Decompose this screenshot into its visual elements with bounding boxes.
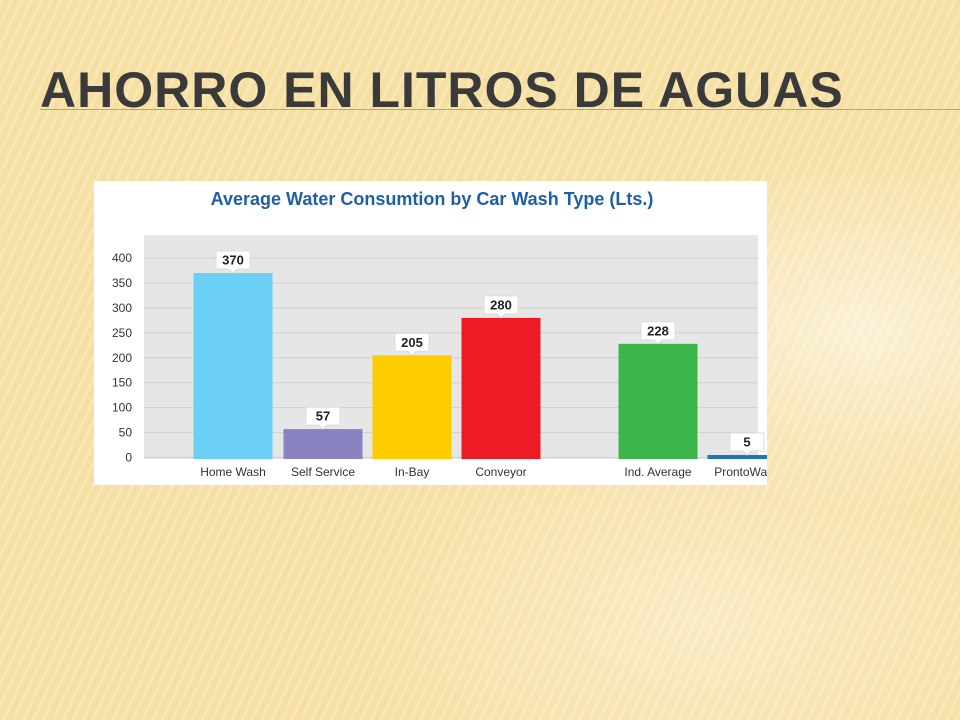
y-tick-label: 100: [112, 401, 132, 415]
x-tick-label: In-Bay: [395, 465, 430, 479]
bars: [193, 273, 767, 459]
y-tick-label: 300: [112, 301, 132, 315]
data-label: 205: [394, 332, 430, 357]
bar: [618, 343, 698, 459]
x-tick-label: Ind. Average: [624, 465, 691, 479]
x-tick-label: Self Service: [291, 465, 355, 479]
y-axis-ticks: 0 50 100 150 200 250 300 350 400: [112, 251, 132, 464]
chart-panel: Average Water Consumtion by Car Wash Typ…: [94, 181, 767, 485]
data-label: 57: [305, 406, 341, 430]
data-label: 228: [640, 321, 676, 345]
data-label: 370: [215, 250, 251, 274]
x-axis-ticks: Home Wash Self Service In-Bay Conveyor Ind. …: [200, 465, 767, 479]
bar: [193, 273, 273, 459]
data-label: 280: [483, 295, 519, 319]
chart-title: Average Water Consumtion by Car Wash Typ…: [211, 189, 654, 209]
x-tick-label: Home Wash: [200, 465, 266, 479]
y-tick-label: 250: [112, 326, 132, 340]
bar: [461, 317, 541, 459]
y-tick-label: 200: [112, 351, 132, 365]
data-label-value: 370: [222, 253, 244, 268]
data-label-box: [640, 321, 676, 345]
data-label-value: 228: [647, 323, 669, 338]
data-label: 5: [729, 432, 765, 456]
y-tick-label: 150: [112, 376, 132, 390]
slide-title: AHORRO EN LITROS DE AGUAS: [40, 62, 844, 118]
bar: [283, 429, 363, 459]
data-label-value: 57: [316, 409, 330, 424]
x-tick-label: Conveyor: [475, 465, 526, 479]
x-tick-label: ProntoWash: [714, 465, 767, 479]
bar-chart: Average Water Consumtion by Car Wash Typ…: [112, 189, 767, 479]
data-label-box: [729, 432, 765, 456]
data-label-value: 5: [743, 435, 750, 450]
y-tick-label: 50: [119, 426, 133, 440]
data-label-box: [305, 406, 341, 430]
data-label-value: 205: [401, 335, 423, 350]
data-labels: 370 57 205 280 228 5: [215, 250, 765, 456]
bar: [707, 455, 767, 459]
data-label-value: 280: [490, 297, 512, 312]
y-tick-label: 400: [112, 251, 132, 265]
bar: [372, 355, 452, 459]
data-label-box: [394, 332, 430, 357]
y-tick-label: 350: [112, 276, 132, 290]
data-label-box: [483, 295, 519, 319]
data-label-box: [215, 250, 251, 274]
y-tick-label: 0: [125, 451, 132, 465]
title-divider: [40, 109, 960, 110]
